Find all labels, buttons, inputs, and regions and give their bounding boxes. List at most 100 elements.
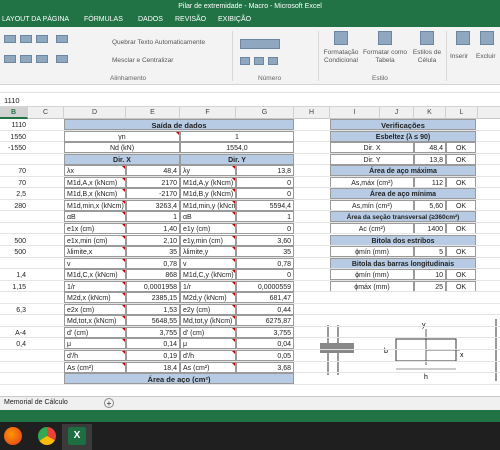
comment-indicator[interactable] <box>122 362 125 366</box>
column-header-f[interactable]: F <box>180 107 236 119</box>
format-table-icon[interactable] <box>378 31 392 45</box>
comment-indicator[interactable] <box>232 235 235 239</box>
nd-label[interactable]: Nd (kN) <box>64 142 180 154</box>
verif-status[interactable]: OK <box>446 199 476 211</box>
format-table-label-2[interactable]: Tabela <box>375 57 395 64</box>
column-b-cell[interactable]: 1,4 <box>16 272 26 280</box>
comment-indicator[interactable] <box>122 189 125 193</box>
saida-value-y[interactable]: 3,755 <box>236 326 294 338</box>
saida-label-y[interactable]: v <box>180 257 236 269</box>
saida-label-x[interactable]: 1/r <box>64 280 126 292</box>
verif-label[interactable]: ϕmín (mm) <box>330 269 414 281</box>
tab-page-layout[interactable]: LAYOUT DA PÁGINA <box>2 16 70 23</box>
verif-label[interactable]: ϕmáx (mm) <box>330 280 414 292</box>
saida-title[interactable]: Saída de dados <box>64 119 294 130</box>
saida-label-x[interactable]: M2d,x (kNcm) <box>64 292 126 304</box>
column-header-c[interactable]: C <box>28 107 64 119</box>
insert-cells-icon[interactable] <box>456 31 470 45</box>
saida-value-x[interactable]: 5648,55 <box>126 315 180 327</box>
saida-value-x[interactable]: 0,0001958 <box>126 280 180 292</box>
comment-indicator[interactable] <box>122 247 125 251</box>
column-b-cell[interactable]: 6,3 <box>16 306 26 314</box>
conditional-format-icon[interactable] <box>334 31 348 45</box>
delete-cells-icon[interactable] <box>480 31 494 45</box>
gamma-label[interactable]: γn <box>64 130 180 142</box>
comment-indicator[interactable] <box>232 351 235 354</box>
saida-label-x[interactable]: μ <box>64 338 126 350</box>
saida-value-x[interactable]: 1 <box>126 211 180 223</box>
saida-value-y[interactable]: 0 <box>236 222 294 234</box>
saida-label-y[interactable]: As (cm²) <box>180 361 236 373</box>
saida-value-y[interactable]: 6275,87 <box>236 315 294 327</box>
saida-label-y[interactable]: e2y (cm) <box>180 303 236 315</box>
saida-label-x[interactable]: v <box>64 257 126 269</box>
chrome-icon[interactable] <box>38 427 56 445</box>
saida-label-x[interactable]: λx <box>64 165 126 177</box>
saida-label-y[interactable]: M1d,A,y (kNcm) <box>180 176 236 188</box>
comment-indicator[interactable] <box>232 362 235 366</box>
comment-indicator[interactable] <box>232 212 235 216</box>
nd-value[interactable]: 1554,0 <box>180 142 294 154</box>
saida-label-x[interactable]: M1d,A,x (kNcm) <box>64 176 126 188</box>
saida-label-x[interactable]: d' (cm) <box>64 326 126 338</box>
saida-label-y[interactable]: λlimite,y <box>180 246 236 258</box>
align-left-icon[interactable] <box>4 55 16 63</box>
comment-indicator[interactable] <box>122 351 125 354</box>
column-b-cell[interactable]: 1550 <box>10 133 26 141</box>
saida-value-y[interactable]: 1 <box>236 211 294 223</box>
comment-indicator[interactable] <box>122 200 125 204</box>
saida-label-x[interactable]: λlimite,x <box>64 246 126 258</box>
comment-indicator[interactable] <box>232 339 235 343</box>
verif-status[interactable]: OK <box>446 246 476 258</box>
wrap-text-button[interactable]: Quebrar Texto Automaticamente <box>112 39 206 46</box>
column-b-cell[interactable]: 2,5 <box>16 191 26 199</box>
saida-label-x[interactable]: M1d,min,x (kNcm) <box>64 199 126 211</box>
saida-value-x[interactable]: -2170 <box>126 188 180 200</box>
saida-label-y[interactable]: αB <box>180 211 236 223</box>
spreadsheet-grid[interactable]: Saída de dados Verificações γn 1 Esbelte… <box>0 119 500 396</box>
align-middle-icon[interactable] <box>20 35 32 43</box>
saida-value-y[interactable]: 5594,4 <box>236 199 294 211</box>
column-header-e[interactable]: E <box>126 107 180 119</box>
comment-indicator[interactable] <box>122 258 125 262</box>
format-table-label-1[interactable]: Formatar como <box>362 49 408 56</box>
comment-indicator[interactable] <box>122 304 125 308</box>
saida-label-y[interactable]: d'/h <box>180 350 236 361</box>
cell-styles-label-1[interactable]: Estilos de <box>412 49 442 56</box>
cell-styles-icon[interactable] <box>420 31 434 45</box>
comment-indicator[interactable] <box>122 293 125 297</box>
tab-formulas[interactable]: FÓRMULAS <box>84 16 123 23</box>
saida-value-y[interactable]: 681,47 <box>236 292 294 304</box>
saida-label-y[interactable]: 1/r <box>180 280 236 292</box>
saida-label-x[interactable]: e1x (cm) <box>64 222 126 234</box>
saida-label-x[interactable]: d'/h <box>64 350 126 361</box>
saida-value-y[interactable]: 13,8 <box>236 165 294 177</box>
saida-value-y[interactable]: 35 <box>236 246 294 258</box>
comment-indicator[interactable] <box>232 247 235 251</box>
comment-indicator[interactable] <box>232 166 235 170</box>
area-aco-header[interactable]: Área de aço (cm²) <box>64 373 294 385</box>
comment-indicator[interactable] <box>122 339 125 343</box>
verif-value[interactable]: 5,60 <box>414 199 446 211</box>
comment-indicator[interactable] <box>232 223 235 227</box>
verif-status[interactable]: OK <box>446 269 476 281</box>
saida-value-y[interactable]: 0,05 <box>236 350 294 361</box>
verif-status[interactable]: OK <box>446 222 476 234</box>
saida-value-y[interactable]: 0,44 <box>236 303 294 315</box>
verif-label[interactable]: Ac (cm²) <box>330 222 414 234</box>
saida-value-y[interactable]: 0,04 <box>236 338 294 350</box>
comment-indicator[interactable] <box>122 327 125 331</box>
saida-value-x[interactable]: 0,14 <box>126 338 180 350</box>
column-b-cell[interactable] <box>0 259 28 270</box>
firefox-icon[interactable] <box>4 427 22 445</box>
column-b-cell[interactable]: 70 <box>18 168 26 176</box>
saida-value-x[interactable]: 1,53 <box>126 303 180 315</box>
verif-label[interactable]: ϕmín (mm) <box>330 246 414 258</box>
comment-indicator[interactable] <box>122 166 125 170</box>
saida-label-y[interactable]: λy <box>180 165 236 177</box>
saida-label-x[interactable]: Md,tot,x (kNcm) <box>64 315 126 327</box>
column-header-i[interactable]: I <box>330 107 380 119</box>
saida-label-x[interactable]: αB <box>64 211 126 223</box>
comment-indicator[interactable] <box>232 316 235 320</box>
saida-value-y[interactable]: 0,0000559 <box>236 280 294 292</box>
